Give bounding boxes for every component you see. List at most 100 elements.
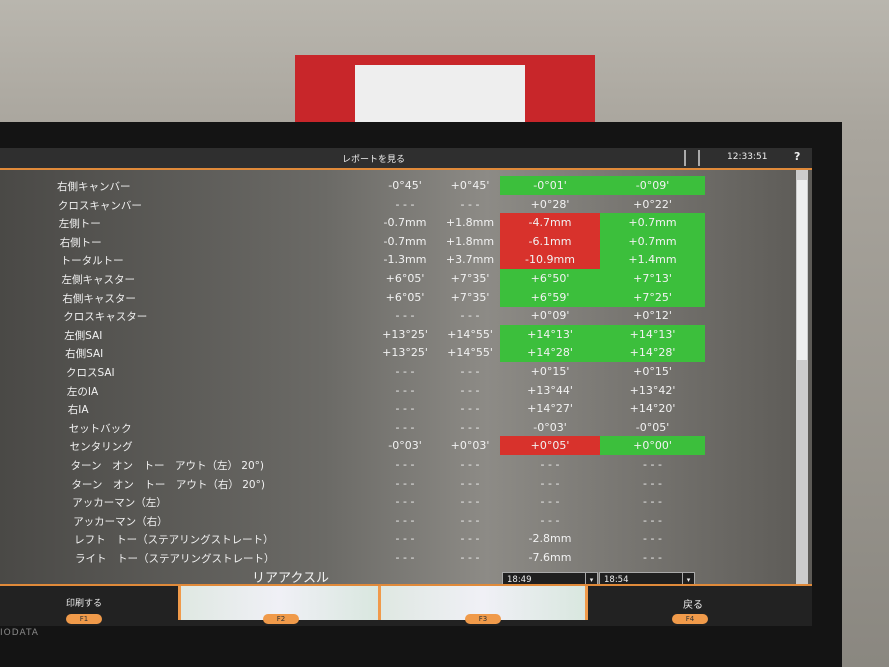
row-label: ターン オン トー アウト（右） 20°) (71, 478, 265, 491)
min-value: - - - (395, 513, 415, 527)
row-label: 左側キャスター (61, 274, 136, 286)
row-label: セットバック (68, 422, 132, 435)
table-row: アッカーマン（左） - - - - - - - - - - - - (0, 492, 800, 511)
row-label: 左のIA (66, 385, 99, 398)
min-value: -1.3mm (383, 253, 427, 267)
table-row: セットバック - - - - - - -0°03' -0°05' (0, 418, 800, 437)
before-value: +14°27' (527, 402, 573, 416)
vehicle-icon (684, 150, 700, 166)
after-value: +1.4mm (600, 250, 705, 270)
table-row: 右IA - - - - - - +14°27' +14°20' (0, 399, 800, 418)
table-row: ターン オン トー アウト（左） 20°) - - - - - - - - - - - … (0, 455, 800, 474)
max-value: +3.7mm (445, 253, 495, 267)
min-value: +13°25' (382, 327, 428, 341)
chevron-down-icon[interactable]: ▾ (682, 573, 694, 585)
alignment-report-screen: レポートを見る 12:33:51 ? 右側キャンバー -0°45' +0°45' -0… (0, 148, 812, 626)
after-value: - - - (643, 476, 662, 490)
max-value: - - - (460, 383, 480, 397)
after-value: +13°42' (629, 383, 676, 397)
f4-key-badge: F4 (672, 614, 708, 624)
after-value: +0.7mm (600, 231, 705, 251)
row-label: センタリング (69, 441, 133, 454)
after-value: +14°28' (600, 343, 705, 363)
row-label: クロスキャンバー (57, 199, 142, 212)
after-value: - - - (643, 551, 662, 564)
after-value: - - - (643, 513, 662, 527)
scrollbar-thumb[interactable] (797, 180, 807, 360)
min-value: - - - (395, 476, 415, 490)
time-before-value: 18:49 (507, 575, 532, 585)
min-value: - - - (395, 309, 415, 323)
wall-sign (295, 55, 595, 135)
after-value: -0°05' (635, 420, 670, 434)
max-value: - - - (460, 309, 480, 323)
before-value: +0°15' (530, 365, 570, 378)
section-title-rear-axle: リアアクスル (252, 571, 329, 586)
row-label: 右側キャスター (62, 292, 136, 305)
after-value: +0°00' (600, 436, 705, 456)
before-value: -6.1mm (500, 231, 600, 251)
max-value: - - - (460, 476, 480, 490)
table-row: 右側SAI +13°25' +14°55' +14°28' +14°28' (0, 343, 800, 363)
max-value: +7°35' (450, 290, 490, 304)
max-value: +0°45' (450, 179, 490, 192)
before-value: - - - (540, 476, 560, 490)
min-value: - - - (395, 532, 415, 546)
min-value: -0°45' (388, 179, 422, 192)
time-after-value: 18:54 (604, 575, 629, 585)
table-row: クロスキャスター - - - - - - +0°09' +0°12' (0, 306, 800, 325)
before-value: - - - (540, 458, 560, 471)
table-row: クロスキャンバー - - - - - - +0°28' +0°22' (0, 195, 800, 214)
max-value: +14°55' (447, 346, 493, 360)
print-button[interactable]: 印刷する F1 (0, 586, 178, 624)
before-value: +6°59' (500, 287, 600, 307)
scrollbar[interactable] (796, 170, 808, 595)
table-row: 右側キャンバー -0°45' +0°45' -0°01' -0°09' (0, 176, 800, 195)
function-key-bar: 印刷する F1 F2 F3 戻る F4 (0, 584, 812, 626)
before-value: -10.9mm (500, 250, 600, 270)
table-row: 右側トー -0.7mm +1.8mm -6.1mm +0.7mm (0, 231, 800, 251)
row-label: クロスSAI (66, 367, 115, 379)
after-value: +7°13' (600, 269, 705, 288)
clock: 12:33:51 (727, 152, 768, 162)
table-row: アッカーマン（右） - - - - - - - - - - - - (0, 511, 800, 530)
after-value: +14°20' (629, 402, 676, 416)
row-label: 左側トー (58, 218, 101, 231)
min-value: +6°05' (385, 272, 425, 285)
min-value: +6°05' (385, 290, 425, 304)
max-value: +7°35' (450, 272, 490, 285)
after-value: +7°25' (600, 287, 705, 307)
table-row: 左のIA - - - - - - +13°44' +13°42' (0, 381, 800, 400)
max-value: - - - (460, 513, 480, 527)
f3-button[interactable]: F3 (378, 586, 585, 624)
page-title: レポートを見る (342, 155, 406, 165)
min-value: -0.7mm (383, 216, 427, 230)
table-row: トータルトー -1.3mm +3.7mm -10.9mm +1.4mm (0, 250, 800, 270)
f2-button[interactable]: F2 (178, 586, 378, 624)
max-value: - - - (460, 532, 480, 546)
after-value: - - - (643, 532, 662, 546)
before-value: +0°28' (530, 197, 570, 211)
table-row: 左側SAI +13°25' +14°55' +14°13' +14°13' (0, 324, 800, 344)
row-label: ライト トー（ステアリングストレート） (75, 553, 275, 565)
before-value: -4.7mm (500, 213, 600, 233)
before-value: -0°01' (500, 176, 600, 195)
help-button[interactable]: ? (794, 150, 801, 163)
max-value: - - - (460, 402, 480, 416)
f2-key-badge: F2 (263, 614, 299, 624)
max-value: +0°03' (450, 439, 490, 453)
min-value: - - - (395, 402, 415, 416)
table-row: 左側トー -0.7mm +1.8mm -4.7mm +0.7mm (0, 213, 800, 233)
before-value: +13°44' (527, 383, 573, 397)
table-row: レフト トー（ステアリングストレート） - - - - - - -2.8mm - - - (0, 529, 800, 548)
after-value: - - - (643, 458, 662, 471)
before-value: +0°09' (530, 309, 570, 323)
row-label: トータルトー (60, 255, 124, 268)
max-value: - - - (460, 495, 480, 509)
max-value: - - - (460, 365, 480, 378)
monitor-brand: IODATA (0, 628, 39, 638)
row-label: アッカーマン（右） (73, 515, 168, 528)
back-button[interactable]: 戻る F4 (585, 586, 795, 624)
max-value: +1.8mm (445, 234, 495, 248)
chevron-down-icon[interactable]: ▾ (585, 573, 597, 585)
